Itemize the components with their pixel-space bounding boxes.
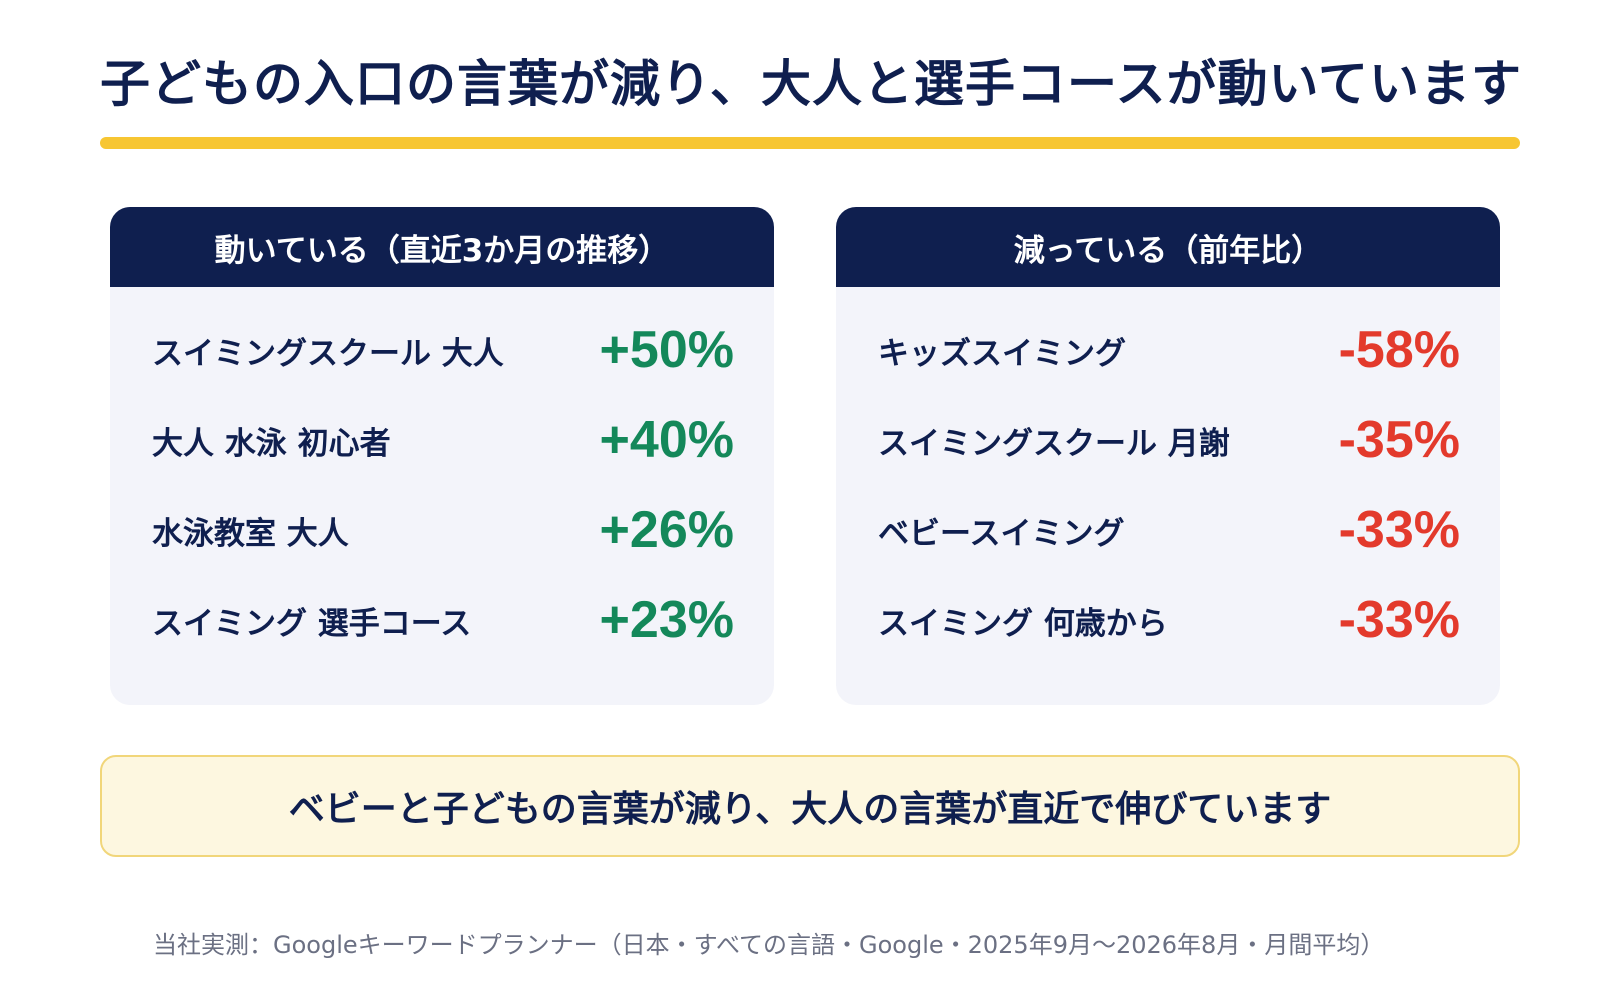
change-value: +40% <box>599 411 734 469</box>
declining-terms-panel: 減っている（前年比） キッズスイミング -58% スイミングスクール 月謝 -3… <box>836 207 1500 705</box>
keyword-term: 大人 水泳 初心者 <box>152 425 391 462</box>
keyword-term: スイミングスクール 月謝 <box>878 425 1230 462</box>
change-value: +50% <box>599 321 734 379</box>
keyword-term: スイミングスクール 大人 <box>152 335 504 372</box>
summary-text: ベビーと子どもの言葉が減り、大人の言葉が直近で伸びています <box>288 789 1332 830</box>
list-item: ベビースイミング -33% <box>836 485 1500 575</box>
keyword-term: ベビースイミング <box>878 515 1125 552</box>
list-item: スイミングスクール 月謝 -35% <box>836 395 1500 485</box>
rising-terms-panel: 動いている（直近3か月の推移） スイミングスクール 大人 +50% 大人 水泳 … <box>110 207 774 705</box>
source-note: 当社実測：Googleキーワードプランナー（日本・すべての言語・Google・2… <box>153 931 1385 959</box>
change-value: -58% <box>1338 321 1460 379</box>
list-item: キッズスイミング -58% <box>836 305 1500 395</box>
declining-panel-title: 減っている（前年比） <box>836 207 1500 287</box>
change-value: +26% <box>599 501 734 559</box>
list-item: スイミング 選手コース +23% <box>110 575 774 665</box>
list-item: 水泳教室 大人 +26% <box>110 485 774 575</box>
summary-callout: ベビーと子どもの言葉が減り、大人の言葉が直近で伸びています <box>100 755 1520 857</box>
change-value: -35% <box>1338 411 1460 469</box>
list-item: 大人 水泳 初心者 +40% <box>110 395 774 485</box>
title-underline <box>100 137 1520 149</box>
page-title: 子どもの入口の言葉が減り、大人と選手コースが動いています <box>100 55 1522 113</box>
list-item: スイミング 何歳から -33% <box>836 575 1500 665</box>
keyword-term: スイミング 何歳から <box>878 605 1168 642</box>
keyword-term: 水泳教室 大人 <box>152 515 349 552</box>
change-value: +23% <box>599 591 734 649</box>
rising-panel-title: 動いている（直近3か月の推移） <box>110 207 774 287</box>
change-value: -33% <box>1338 501 1460 559</box>
keyword-term: スイミング 選手コース <box>152 605 472 642</box>
list-item: スイミングスクール 大人 +50% <box>110 305 774 395</box>
change-value: -33% <box>1338 591 1460 649</box>
keyword-term: キッズスイミング <box>878 335 1126 372</box>
